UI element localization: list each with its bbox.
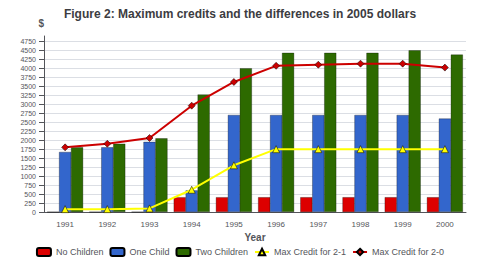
svg-text:1993: 1993 xyxy=(141,220,159,229)
svg-text:$: $ xyxy=(38,18,44,29)
svg-text:2000: 2000 xyxy=(20,137,36,144)
svg-text:4750: 4750 xyxy=(20,38,36,45)
svg-text:3500: 3500 xyxy=(20,83,36,90)
svg-text:Figure 2: Maximum credits and: Figure 2: Maximum credits and the differ… xyxy=(64,7,416,21)
svg-text:1750: 1750 xyxy=(20,146,36,153)
svg-text:Max Credit for 2-1: Max Credit for 2-1 xyxy=(274,247,346,257)
svg-text:1500: 1500 xyxy=(20,155,36,162)
svg-text:2750: 2750 xyxy=(20,110,36,117)
svg-text:500: 500 xyxy=(24,191,36,198)
svg-text:1998: 1998 xyxy=(352,220,370,229)
svg-text:3750: 3750 xyxy=(20,74,36,81)
svg-text:750: 750 xyxy=(24,182,36,189)
svg-text:1992: 1992 xyxy=(98,220,116,229)
svg-text:3250: 3250 xyxy=(20,92,36,99)
svg-text:4500: 4500 xyxy=(20,47,36,54)
svg-text:2250: 2250 xyxy=(20,128,36,135)
svg-text:2000: 2000 xyxy=(436,220,454,229)
svg-text:4000: 4000 xyxy=(20,65,36,72)
svg-text:1995: 1995 xyxy=(225,220,243,229)
svg-text:1000: 1000 xyxy=(20,173,36,180)
svg-text:0: 0 xyxy=(32,209,36,216)
svg-text:3000: 3000 xyxy=(20,101,36,108)
svg-text:1999: 1999 xyxy=(394,220,412,229)
svg-text:One Child: One Child xyxy=(129,247,169,257)
svg-text:250: 250 xyxy=(24,200,36,207)
svg-text:No Children: No Children xyxy=(56,247,104,257)
svg-text:1996: 1996 xyxy=(267,220,285,229)
svg-text:Year: Year xyxy=(244,232,265,243)
svg-text:1997: 1997 xyxy=(309,220,327,229)
svg-text:2500: 2500 xyxy=(20,119,36,126)
svg-text:1991: 1991 xyxy=(56,220,74,229)
svg-text:1250: 1250 xyxy=(20,164,36,171)
svg-text:Max Credit for 2-0: Max Credit for 2-0 xyxy=(372,247,444,257)
svg-text:1994: 1994 xyxy=(183,220,201,229)
svg-text:4250: 4250 xyxy=(20,56,36,63)
svg-text:Two Children: Two Children xyxy=(195,247,248,257)
